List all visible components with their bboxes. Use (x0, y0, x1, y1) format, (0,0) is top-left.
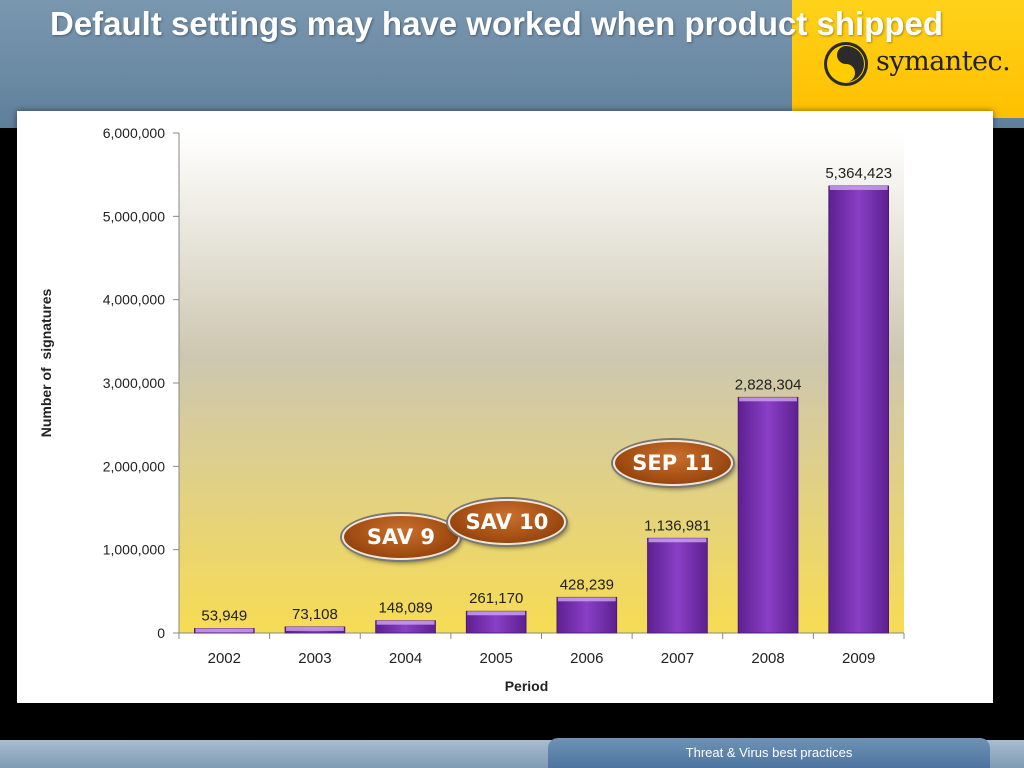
sep11-badge: SEP 11 (613, 440, 733, 486)
bar-value-label: 73,108 (292, 606, 338, 623)
sav10-badge: SAV 10 (448, 499, 566, 545)
symantec-swirl-icon (824, 42, 868, 86)
x-tick-label: 2009 (842, 650, 875, 667)
logo-wordmark: symantec. (876, 46, 1011, 77)
bar-value-label: 2,828,304 (735, 376, 802, 393)
x-axis-title: Period (505, 678, 549, 694)
slide-title: Default settings may have worked when pr… (50, 5, 943, 42)
symantec-logo: symantec. (792, 0, 1024, 118)
bar-highlight (286, 626, 344, 631)
x-tick-label: 2002 (208, 650, 241, 667)
bar-chart: 0 1,000,000 2,000,000 3,000,000 4,000,000 5,0… (38, 125, 905, 694)
x-tick-label: 2007 (661, 650, 694, 667)
y-axis-title: Number of signatures (38, 289, 54, 438)
y-tick-label: 2,000,000 (103, 458, 165, 474)
bar-value-label: 428,239 (560, 576, 614, 593)
x-tick-label: 2005 (480, 650, 513, 667)
bar-highlight (557, 597, 616, 602)
bar-highlight (467, 611, 526, 616)
y-tick-label: 4,000,000 (103, 292, 165, 308)
bar (647, 537, 708, 634)
bar (737, 396, 799, 634)
y-tick-label: 5,000,000 (103, 208, 165, 224)
y-tick-label: 1,000,000 (103, 542, 165, 558)
y-tick-label: 0 (157, 625, 165, 641)
bar-value-label: 5,364,423 (825, 165, 892, 182)
x-tick-label: 2004 (389, 650, 422, 667)
bar-value-label: 261,170 (469, 590, 523, 607)
y-tick-label: 3,000,000 (103, 375, 165, 391)
bar-highlight (739, 397, 797, 402)
bar-highlight (648, 538, 707, 543)
bar-highlight (376, 620, 435, 625)
x-tick-label: 2006 (570, 650, 603, 667)
sav9-badge: SAV 9 (342, 514, 460, 560)
bar-value-label: 148,089 (378, 600, 432, 617)
bar-value-label: 53,949 (201, 608, 247, 625)
y-tick-label: 6,000,000 (103, 125, 165, 141)
bar-highlight (195, 628, 254, 633)
footer-label: Threat & Virus best practices (548, 738, 990, 768)
bar-value-label: 1,136,981 (644, 517, 711, 534)
chart-panel: 0 1,000,000 2,000,000 3,000,000 4,000,000 5,0… (17, 111, 993, 703)
bar-highlight (829, 185, 888, 190)
x-tick-label: 2003 (298, 650, 331, 667)
bar (828, 185, 889, 634)
x-tick-label: 2008 (751, 650, 784, 667)
bar (556, 596, 618, 634)
